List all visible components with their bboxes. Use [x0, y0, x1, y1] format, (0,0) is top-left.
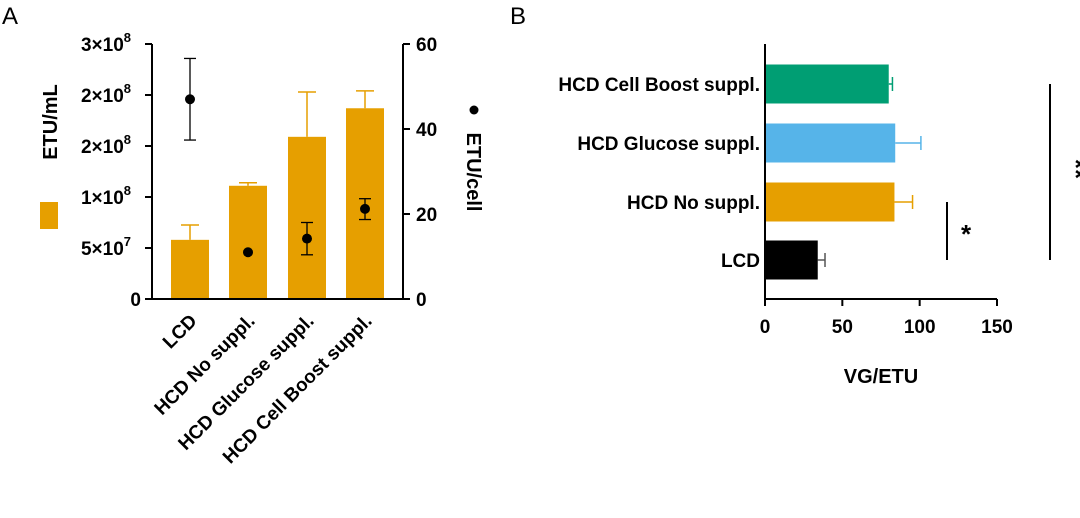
right-tick-label: 20	[416, 205, 437, 226]
right-axis-label: ETU/cell	[462, 133, 484, 212]
bar-lcd	[765, 240, 818, 280]
panel-label-a: A	[2, 3, 18, 30]
x-tick-label: HCD No suppl.	[151, 311, 260, 420]
x-tick-label: LCD	[159, 311, 201, 353]
left-tick-label: 0	[130, 290, 141, 311]
y-tick-label: HCD No suppl.	[627, 193, 760, 214]
y-tick-label: LCD	[721, 251, 760, 272]
x-tick-label: 0	[760, 317, 771, 338]
left-tick-label: 2×108	[81, 81, 131, 107]
left-axis-label: ETU/mL	[40, 84, 62, 160]
right-tick-label: 40	[416, 120, 437, 141]
legend-point-marker	[469, 105, 479, 115]
significance-label: *	[961, 219, 972, 249]
right-tick-label: 0	[416, 290, 427, 311]
x-tick-label: 100	[904, 317, 936, 338]
x-tick-label: 150	[981, 317, 1013, 338]
left-tick-label: 2×108	[81, 132, 131, 158]
legend-bar-swatch	[40, 202, 58, 229]
bar-hcd-no-suppl-	[229, 185, 267, 299]
y-tick-label: HCD Glucose suppl.	[577, 134, 760, 155]
left-tick-label: 1×108	[81, 183, 131, 209]
bar-lcd	[171, 239, 209, 299]
data-point	[185, 94, 195, 105]
panel-label-b: B	[510, 3, 526, 30]
left-tick-label: 5×107	[81, 234, 131, 260]
left-tick-label: 3×108	[81, 30, 131, 56]
data-point	[243, 247, 253, 258]
b-x-axis-label: VG/ETU	[844, 366, 918, 388]
x-tick-label: 50	[832, 317, 853, 338]
significance-label: **	[1061, 159, 1080, 180]
data-point	[302, 233, 312, 244]
bar-hcd-glucose-suppl-	[765, 123, 896, 163]
panel-b-chart: HCD Cell Boost suppl. HCD Glucose suppl. H…	[558, 44, 1080, 338]
bar-hcd-no-suppl-	[765, 182, 895, 222]
y-tick-label: HCD Cell Boost suppl.	[558, 75, 760, 96]
bar-hcd-cell-boost-suppl-	[765, 64, 889, 104]
bar-hcd-glucose-suppl-	[288, 136, 326, 299]
panel-a-chart: 0 5×107 1×108 2×108 2×108 3×108 0 20 40 60 LCDHCD …	[81, 30, 437, 468]
data-point	[360, 203, 370, 214]
right-tick-label: 60	[416, 35, 437, 56]
